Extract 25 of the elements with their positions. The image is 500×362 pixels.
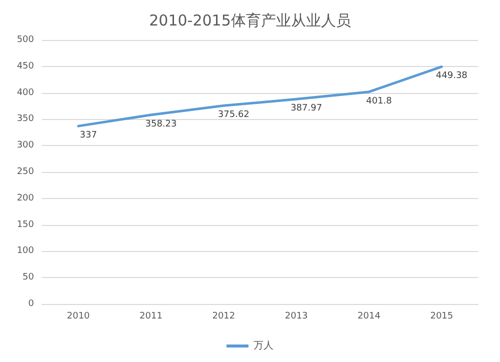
x-tick-label: 2013 (284, 312, 308, 322)
y-tick-label: 0 (28, 299, 34, 309)
y-tick-label: 50 (22, 272, 34, 283)
x-tick-label: 2012 (212, 312, 236, 322)
y-tick-label: 150 (16, 220, 34, 230)
data-label: 401.8 (366, 96, 392, 106)
y-tick-label: 500 (16, 35, 34, 45)
x-tick-label: 2014 (358, 312, 381, 322)
y-tick-label: 300 (16, 140, 34, 151)
y-tick-label: 450 (16, 61, 34, 72)
data-label: 375.62 (218, 110, 250, 120)
x-tick-label: 2015 (430, 312, 454, 322)
legend-label: 万人 (254, 340, 274, 352)
chart-title: 2010-2015体育产业从业人员 (149, 12, 351, 30)
y-tick-label: 350 (16, 114, 34, 124)
data-label: 449.38 (436, 71, 468, 82)
data-label: 337 (80, 130, 97, 141)
y-tick-label: 200 (16, 193, 34, 204)
data-label: 387.97 (290, 104, 322, 114)
data-label: 358.23 (145, 119, 177, 130)
y-tick-label: 250 (16, 167, 34, 177)
y-tick-label: 100 (16, 246, 34, 256)
y-tick-label: 400 (16, 88, 34, 98)
x-tick-label: 2011 (140, 312, 162, 322)
x-tick-label: 2010 (66, 312, 90, 322)
